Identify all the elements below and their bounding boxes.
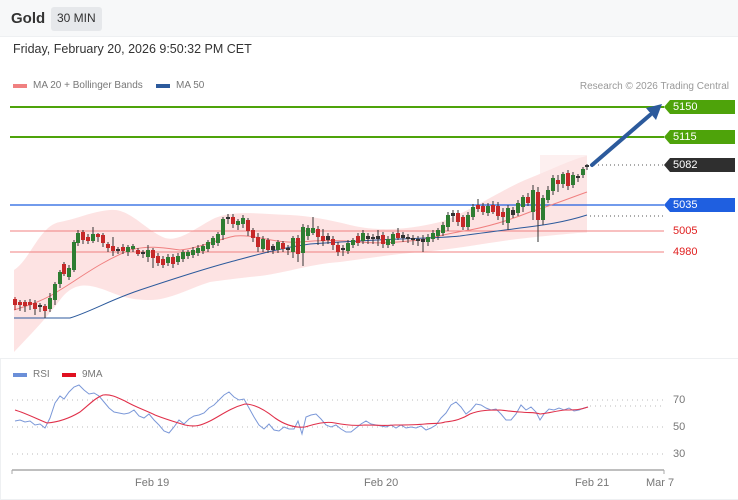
legend-ma20-label: MA 20 + Bollinger Bands [33,80,143,91]
x-tick-feb20: Feb 20 [364,477,399,489]
price-chart [10,100,735,352]
price-tag-5115 [664,130,735,144]
9ma-swatch [62,372,76,377]
timeframe-button[interactable]: 30 MIN [51,7,102,31]
level-label-5082: 5082 [673,159,698,171]
price-tag-5035 [664,198,735,212]
bollinger-band [14,156,587,352]
legend-ma50-label: MA 50 [176,80,205,91]
legend-9ma: 9MA [62,369,103,380]
trend-arrow-icon [590,104,662,167]
legend-rsi-label: RSI [33,369,50,380]
level-label-4980: 4980 [673,246,698,258]
rsi-tick-50: 50 [673,421,686,433]
candlesticks [13,164,589,318]
level-label-5115: 5115 [673,131,697,143]
price-tag-5082 [664,158,735,172]
x-tick-mar7: Mar 7 [646,477,675,489]
ma20-swatch [13,83,27,88]
price-tag-5150 [664,100,735,114]
copyright: Research © 2026 Trading Central [579,81,729,92]
level-label-5005: 5005 [673,225,698,237]
ma20-line [13,191,588,311]
rsi-tick-70: 70 [673,394,686,406]
legend-ma20: MA 20 + Bollinger Bands [13,80,143,91]
legend-9ma-label: 9MA [82,369,103,380]
x-tick-feb19: Feb 19 [135,477,170,489]
rsi-tick-30: 30 [673,448,686,460]
legend-rsi: RSI [13,369,50,380]
level-label-5035: 5035 [673,199,698,211]
timestamp: Friday, February 20, 2026 9:50:32 PM CET [13,42,252,56]
level-label-5150: 5150 [673,101,698,113]
instrument-title: Gold [11,10,46,27]
rsi-swatch [13,372,27,377]
ma50-swatch [156,83,170,88]
legend-ma50: MA 50 [156,80,204,91]
x-tick-feb21: Feb 21 [575,477,610,489]
header-bar: Gold 30 MIN [0,0,738,37]
